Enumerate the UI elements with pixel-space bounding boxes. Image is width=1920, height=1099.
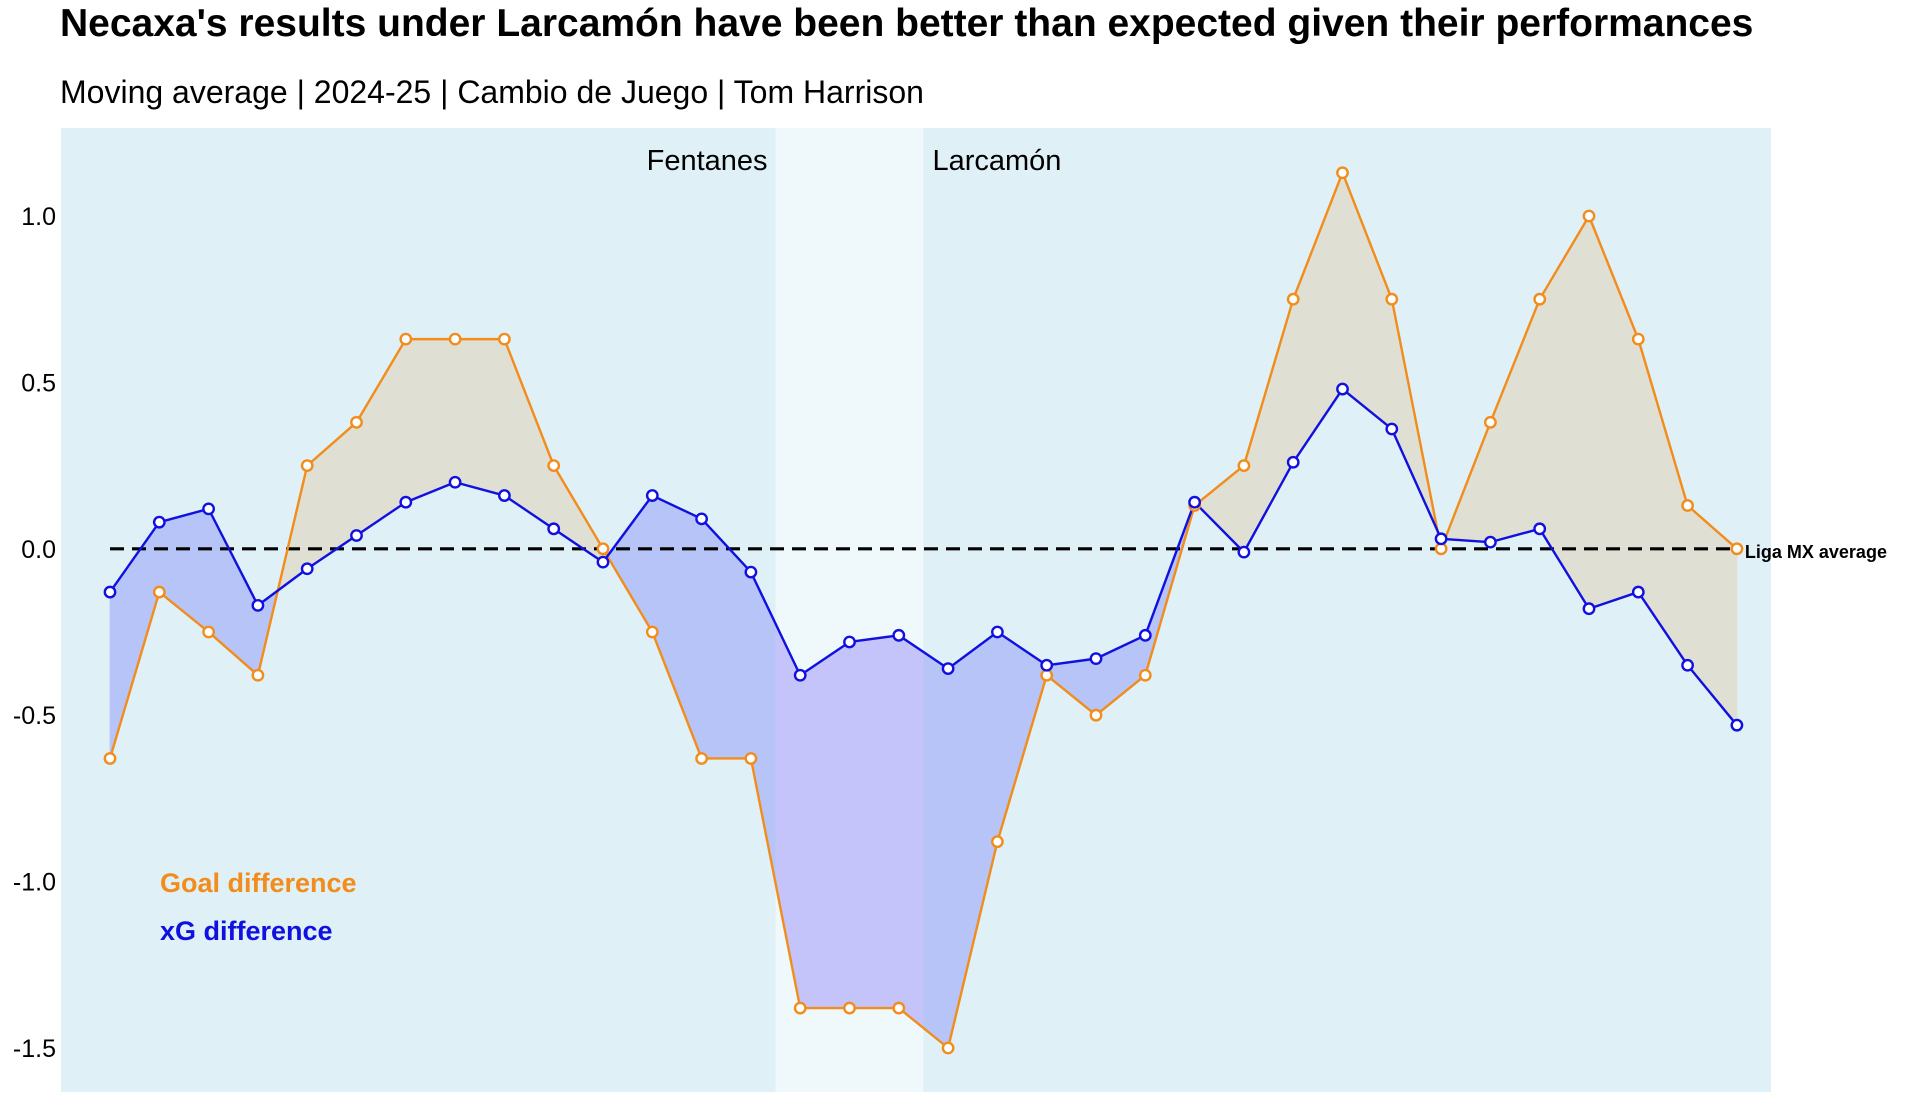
xg-difference-point: [300, 562, 314, 576]
goal-difference-point: [1730, 542, 1744, 556]
goal-difference-point: [300, 459, 314, 472]
underperformance-fill-interim: [898, 635, 924, 1029]
goal-difference-point: [202, 625, 216, 639]
goal-difference-point: [1631, 332, 1645, 346]
xg-difference-point: [103, 585, 117, 599]
xg-difference-point: [1681, 658, 1695, 672]
xg-difference-point: [1582, 602, 1596, 616]
goal-difference-point: [103, 752, 117, 765]
xg-difference-point: [547, 522, 561, 536]
xg-difference-point: [497, 489, 511, 502]
goal-difference-point: [448, 332, 462, 346]
xg-difference-point: [152, 515, 166, 529]
goal-difference-point: [1681, 499, 1695, 512]
xg-difference-point: [1484, 535, 1497, 549]
xg-difference-point: [645, 489, 659, 502]
y-tick-label: 1.0: [21, 203, 56, 231]
goal-difference-point: [399, 332, 413, 346]
xg-difference-point: [892, 628, 906, 642]
goal-difference-point: [695, 752, 708, 765]
y-tick-label: -0.5: [13, 702, 56, 730]
y-tick-label: -1.5: [13, 1035, 56, 1063]
xg-difference-point: [251, 598, 265, 612]
xg-difference-point: [399, 495, 413, 509]
goal-difference-point: [1533, 292, 1547, 306]
goal-difference-point: [1237, 459, 1251, 472]
xg-difference-point: [1286, 455, 1300, 469]
overperformance-fill: [454, 338, 505, 497]
goal-difference-point: [497, 332, 511, 346]
xg-difference-point: [1138, 628, 1152, 642]
xg-difference-point: [744, 565, 758, 579]
xg-difference-point: [596, 555, 610, 569]
underperformance-fill-interim: [800, 641, 850, 1009]
series-lines: [108, 171, 1738, 1050]
y-axis-ticks: 1.0 0.5 0.0 -0.5 -1.0 -1.5: [13, 203, 56, 1063]
xg-difference-point: [448, 475, 462, 489]
xg-difference-point: [843, 635, 856, 649]
chart-subtitle: Moving average | 2024-25 | Cambio de Jue…: [60, 74, 924, 110]
y-tick-label: 0.0: [21, 536, 56, 564]
xg-difference-point: [202, 502, 216, 516]
goal-difference-point: [892, 1001, 906, 1015]
xg-difference-point: [350, 529, 363, 542]
goal-difference-point: [1484, 415, 1497, 429]
chart-title: Necaxa's results under Larcamón have bee…: [60, 2, 1754, 45]
goal-difference-point: [991, 835, 1004, 849]
y-tick-label: 0.5: [21, 369, 56, 397]
liga-mx-average-label: Liga MX average: [1745, 542, 1887, 562]
goal-difference-point: [941, 1041, 955, 1055]
xg-difference-point: [695, 512, 708, 526]
xg-difference-point: [1089, 652, 1103, 666]
goal-difference-point: [1385, 292, 1399, 306]
goal-difference-line: [108, 171, 1738, 1050]
xg-difference-point: [1730, 718, 1744, 732]
underperformance-fill-interim: [849, 635, 899, 1009]
xg-difference-point: [1188, 495, 1202, 509]
xg-difference-point: [793, 668, 807, 682]
goal-difference-point: [251, 668, 265, 682]
goal-difference-point: [1286, 292, 1300, 306]
xg-difference-line: [109, 387, 1738, 726]
goal-difference-point: [843, 1001, 856, 1015]
goal-difference-point: [1336, 166, 1349, 180]
goal-difference-point: [596, 542, 610, 556]
goal-difference-point: [744, 752, 758, 765]
xg-difference-point: [1631, 585, 1645, 599]
xg-difference-point: [1040, 658, 1054, 672]
xg-difference-point: [991, 625, 1004, 639]
goal-difference-point: [350, 415, 363, 429]
legend-xg-difference: xG difference: [160, 916, 333, 946]
overperformance-fill: [405, 338, 456, 503]
xg-difference-point: [1385, 422, 1399, 436]
goal-difference-point: [1138, 668, 1152, 682]
xg-difference-point: [1434, 532, 1448, 546]
goal-difference-point: [1089, 708, 1103, 722]
xg-difference-point: [1533, 522, 1547, 536]
reference-line-group: Liga MX average: [110, 542, 1887, 562]
period-label-fentanes: Fentanes: [647, 145, 768, 177]
xg-difference-point: [941, 662, 955, 676]
period-label-larcamon: Larcamón: [932, 145, 1061, 177]
goal-difference-point: [547, 459, 561, 472]
goal-difference-point: [1582, 209, 1596, 223]
goal-difference-point: [645, 625, 659, 639]
legend-goal-difference: Goal difference: [160, 868, 357, 898]
y-tick-label: -1.0: [13, 869, 56, 897]
goal-difference-point: [793, 1001, 807, 1015]
goal-difference-point: [152, 585, 166, 599]
series-points: [103, 166, 1744, 1055]
xg-difference-point: [1336, 382, 1349, 396]
xg-difference-point: [1237, 545, 1251, 559]
